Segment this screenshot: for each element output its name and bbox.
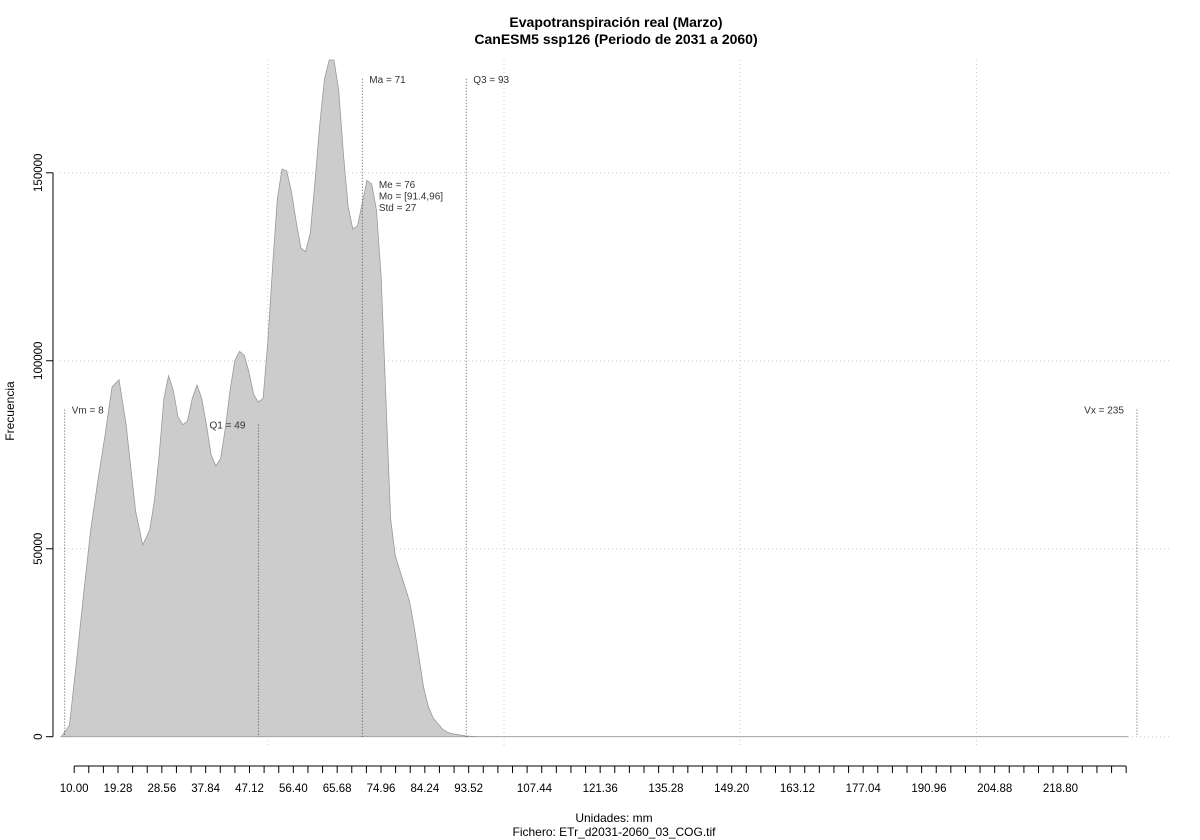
y-tick-label: 100000 bbox=[33, 342, 45, 380]
y-tick-label: 0 bbox=[33, 734, 45, 740]
x-tick-label: 65.68 bbox=[323, 783, 352, 795]
x-axis: 10.00 19.28 28.56 37.84 47.12 56.40 65.68 74.96… bbox=[60, 765, 1127, 795]
density-area-fill bbox=[60, 59, 1129, 738]
reference-lines: Vm = 8 Q1 = 49 Ma = 71 Q3 = 93 Vx = 235 bbox=[64, 75, 1138, 737]
y-tick-label: 50000 bbox=[33, 533, 45, 565]
x-tick-label: 177.04 bbox=[846, 783, 882, 795]
density-area bbox=[60, 59, 1129, 738]
x-tick-label: 10.00 bbox=[60, 783, 89, 795]
y-tick-label: 150000 bbox=[33, 154, 45, 192]
footer-filename: Fichero: ETr_d2031-2060_03_COG.tif bbox=[513, 825, 717, 839]
reference-line-label: Q3 = 93 bbox=[473, 75, 509, 86]
x-tick-label: 37.84 bbox=[191, 783, 220, 795]
chart-title: Evapotranspiración real (Marzo) bbox=[509, 14, 722, 30]
chart-subtitle: CanESM5 ssp126 (Periodo de 2031 a 2060) bbox=[474, 31, 757, 47]
reference-line-label: Vx = 235 bbox=[1084, 406, 1124, 417]
x-tick-label: 121.36 bbox=[583, 783, 618, 795]
x-tick-label: 47.12 bbox=[235, 783, 264, 795]
x-tick-label: 93.52 bbox=[454, 783, 483, 795]
stat-label: Mo = [91.4,96] bbox=[379, 191, 443, 202]
x-axis-label: Unidades: mm bbox=[575, 811, 652, 825]
stat-label: Me = 76 bbox=[379, 180, 416, 191]
x-tick-label: 190.96 bbox=[911, 783, 946, 795]
x-tick-label: 28.56 bbox=[147, 783, 176, 795]
x-tick-label: 149.20 bbox=[714, 783, 749, 795]
x-tick-label: 204.88 bbox=[977, 783, 1012, 795]
x-tick-label: 218.80 bbox=[1043, 783, 1078, 795]
x-tick-label: 163.12 bbox=[780, 783, 815, 795]
x-tick-label: 107.44 bbox=[517, 783, 553, 795]
stat-label: Std = 27 bbox=[379, 203, 417, 214]
y-axis: 0 50000 100000 150000 bbox=[33, 154, 54, 740]
y-axis-label: Frecuencia bbox=[3, 381, 17, 441]
reference-line-label: Ma = 71 bbox=[369, 75, 406, 86]
x-tick-label: 74.96 bbox=[367, 783, 396, 795]
x-tick-label: 19.28 bbox=[104, 783, 133, 795]
reference-line-label: Vm = 8 bbox=[72, 406, 104, 417]
reference-line-label: Q1 = 49 bbox=[210, 421, 246, 432]
x-tick-label: 135.28 bbox=[648, 783, 683, 795]
x-tick-label: 84.24 bbox=[410, 783, 439, 795]
x-tick-label: 56.40 bbox=[279, 783, 308, 795]
